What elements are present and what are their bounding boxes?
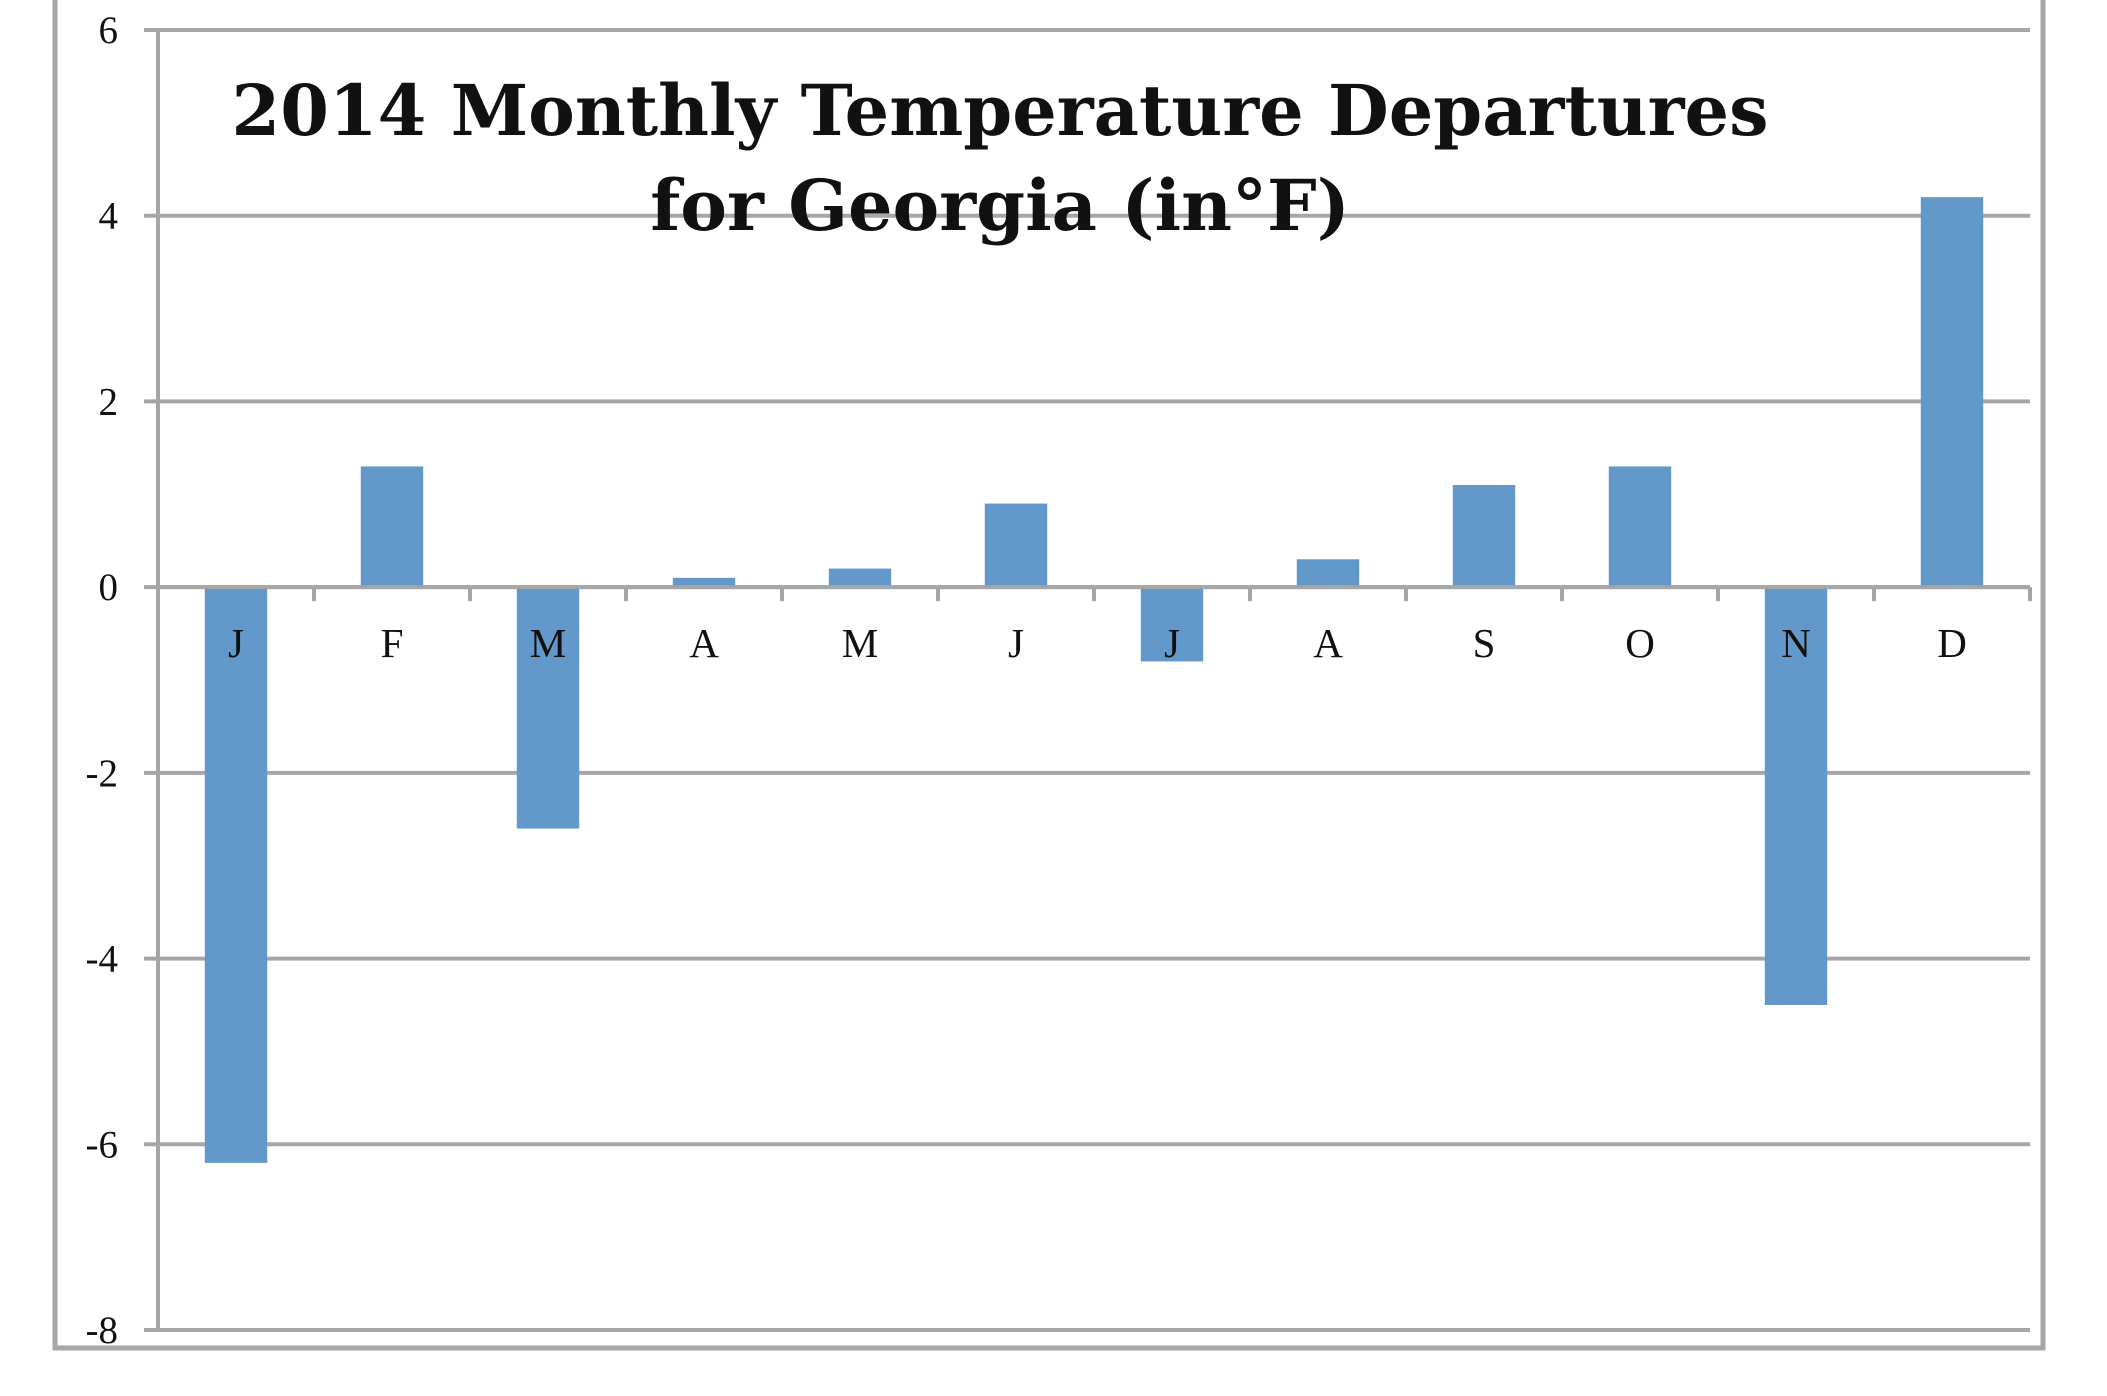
bar — [1452, 485, 1516, 588]
y-tick-label: 4 — [99, 195, 119, 238]
bar — [828, 568, 892, 588]
y-tick-label: 2 — [99, 380, 119, 423]
category-label: A — [689, 620, 719, 666]
axes — [156, 30, 2032, 1330]
bar — [672, 577, 736, 588]
bar — [984, 503, 1048, 588]
category-label: N — [1781, 620, 1811, 666]
bars — [204, 197, 1984, 1163]
y-tick-label: 0 — [99, 566, 119, 609]
category-label: F — [381, 620, 404, 666]
category-label: J — [1008, 620, 1024, 666]
chart-title-line-1: 2014 Monthly Temperature Departures — [232, 69, 1769, 152]
bar — [516, 587, 580, 829]
gridlines — [144, 28, 2030, 1332]
bar — [1920, 197, 1984, 588]
bar — [1140, 587, 1204, 662]
category-label: M — [842, 620, 878, 666]
category-label: S — [1473, 620, 1496, 666]
category-label: D — [1937, 620, 1967, 666]
bar — [1296, 559, 1360, 588]
chart-border — [52, 0, 2046, 1351]
category-label: M — [530, 620, 566, 666]
y-tick-label: -6 — [86, 1123, 119, 1166]
chart-title-line-2: for Georgia (in°F) — [650, 164, 1350, 247]
y-tick-label: -8 — [86, 1309, 119, 1352]
bar — [1764, 587, 1828, 1005]
category-label: J — [228, 620, 244, 666]
bar — [204, 587, 268, 1163]
category-label: A — [1313, 620, 1343, 666]
y-tick-label: 6 — [99, 9, 119, 52]
category-label: O — [1625, 620, 1655, 666]
bar — [360, 466, 424, 588]
category-label: J — [1164, 620, 1180, 666]
y-tick-label: -2 — [86, 752, 119, 795]
bar — [1608, 466, 1672, 588]
y-tick-label: -4 — [86, 938, 119, 981]
y-tick-labels: 6 4 2 0 -2 -4 -6 -8 — [86, 9, 119, 1352]
